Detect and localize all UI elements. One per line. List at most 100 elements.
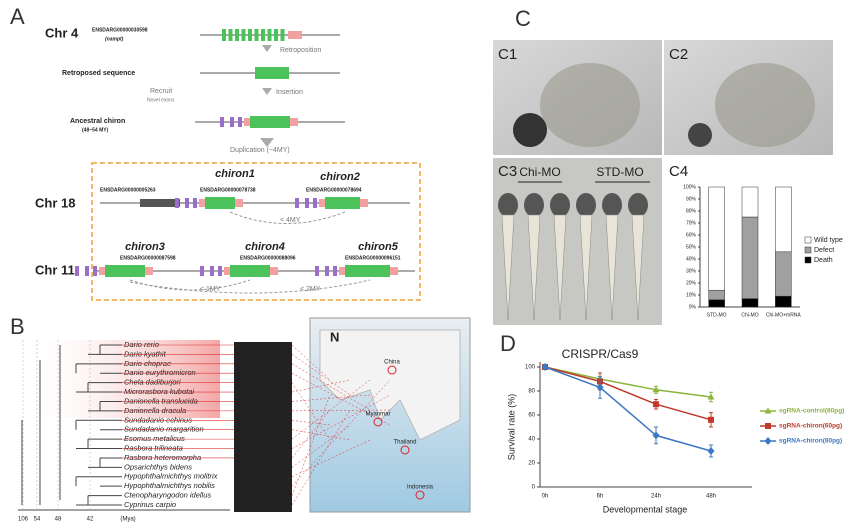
step-label: Retroposed sequence <box>62 70 135 77</box>
x-tick-label: 6h <box>597 494 604 500</box>
utr <box>288 31 302 39</box>
legend-label: sgRNA-chiron(60pg) <box>779 423 842 430</box>
step-label: Insertion <box>276 89 303 96</box>
arrow <box>262 88 272 95</box>
embryo <box>715 63 815 147</box>
divergence-arc <box>129 279 251 291</box>
larva-head <box>602 193 622 217</box>
exon <box>325 197 360 209</box>
bar-segment <box>775 295 792 308</box>
utr <box>390 267 398 275</box>
species: Dario choprae <box>124 359 171 368</box>
novel-exon <box>200 266 204 276</box>
marker <box>652 386 660 393</box>
time-unit: (Mya) <box>120 517 135 523</box>
fish-photos <box>234 342 292 512</box>
gene-label: Ancestral chiron <box>70 118 125 125</box>
map-label: Thailand <box>393 440 416 446</box>
compass: N <box>330 329 339 344</box>
divergence-arc <box>129 279 371 294</box>
utr <box>360 199 368 207</box>
y-tick-label: 60 <box>528 413 535 419</box>
step-label: Novel exons <box>147 97 175 103</box>
x-tick-label: Chi-MO <box>741 312 758 318</box>
y-tick-label: 70% <box>686 220 697 226</box>
utr <box>199 199 205 207</box>
y-tick-label: 80 <box>528 389 535 395</box>
utr <box>244 118 250 126</box>
exon <box>230 265 270 277</box>
y-axis-label: Survival rate (%) <box>506 394 516 461</box>
y-tick-label: 40 <box>528 437 535 443</box>
exon <box>235 29 239 41</box>
species: Dario kyathit <box>124 349 167 358</box>
species: Hypophthalmichthys molitrix <box>124 472 218 481</box>
marker <box>707 447 715 455</box>
larva-head <box>550 193 570 217</box>
line <box>291 379 391 487</box>
larva-head <box>576 193 596 217</box>
exon <box>280 29 285 41</box>
novel-exon <box>210 266 214 276</box>
marker <box>653 401 659 408</box>
panel-label: D <box>500 331 516 356</box>
step-label: Retroposition <box>280 47 321 54</box>
species: Sundadanio echinus <box>124 415 192 424</box>
legend-label: Death <box>814 257 833 264</box>
novel-exon <box>75 266 79 276</box>
marker <box>765 423 771 429</box>
time-tick: 48 <box>55 517 62 523</box>
utr <box>145 267 153 275</box>
species: Ctenopharyngodon idellus <box>124 491 211 500</box>
gene-id: ENSDARG00000087598 <box>120 255 176 261</box>
land <box>319 329 461 441</box>
map-label: Indonesia <box>407 485 434 491</box>
novel-exon <box>185 198 189 208</box>
species: Rasbora heteromorpha <box>124 453 201 462</box>
species: Dario rerio <box>124 340 159 349</box>
y-tick-label: 10% <box>686 292 697 298</box>
embryo <box>540 63 640 147</box>
chromosome: Chr 11 <box>35 262 75 277</box>
series-line <box>544 366 712 421</box>
bar-segment <box>741 186 759 218</box>
marker <box>708 416 714 423</box>
panel-label: B <box>10 314 25 339</box>
bar-segment <box>775 251 792 297</box>
exon <box>345 265 390 277</box>
age: (48~54 MY) <box>82 127 109 133</box>
legend-label: Defect <box>814 247 834 254</box>
panel-label: A <box>10 4 25 29</box>
larva-tail <box>501 214 515 321</box>
novel-exon <box>175 198 179 208</box>
species: Danionella dracula <box>124 406 186 415</box>
utr <box>235 199 243 207</box>
species: Hypophthalmichthys nobilis <box>124 481 215 490</box>
line <box>291 409 351 506</box>
utr <box>319 199 325 207</box>
species: Danionella translucida <box>124 396 198 405</box>
gene-name: chiron4 <box>245 241 285 253</box>
divergence: < 1MY <box>200 286 221 293</box>
exon <box>248 29 252 41</box>
x-tick-label: STD-MO <box>707 312 727 318</box>
novel-exon <box>230 117 234 127</box>
y-tick-label: 0 <box>532 485 536 491</box>
arrow <box>260 138 274 147</box>
larva-tail <box>605 214 619 321</box>
species: Cyprinus carpio <box>124 500 176 509</box>
novel-exon <box>315 266 319 276</box>
novel-exon <box>305 198 309 208</box>
novel-exon <box>333 266 337 276</box>
marker <box>652 431 660 440</box>
larva-tail <box>579 214 593 321</box>
y-tick-label: 100 <box>525 365 536 371</box>
utr <box>99 267 105 275</box>
line <box>291 429 351 441</box>
exon <box>205 197 235 209</box>
group-label: Chi-MO <box>519 165 560 179</box>
duplication-box <box>91 162 421 301</box>
map-label: Myanmar <box>365 412 390 418</box>
site <box>400 445 410 455</box>
x-tick-label: Chi-MO+mRNA <box>766 312 802 318</box>
